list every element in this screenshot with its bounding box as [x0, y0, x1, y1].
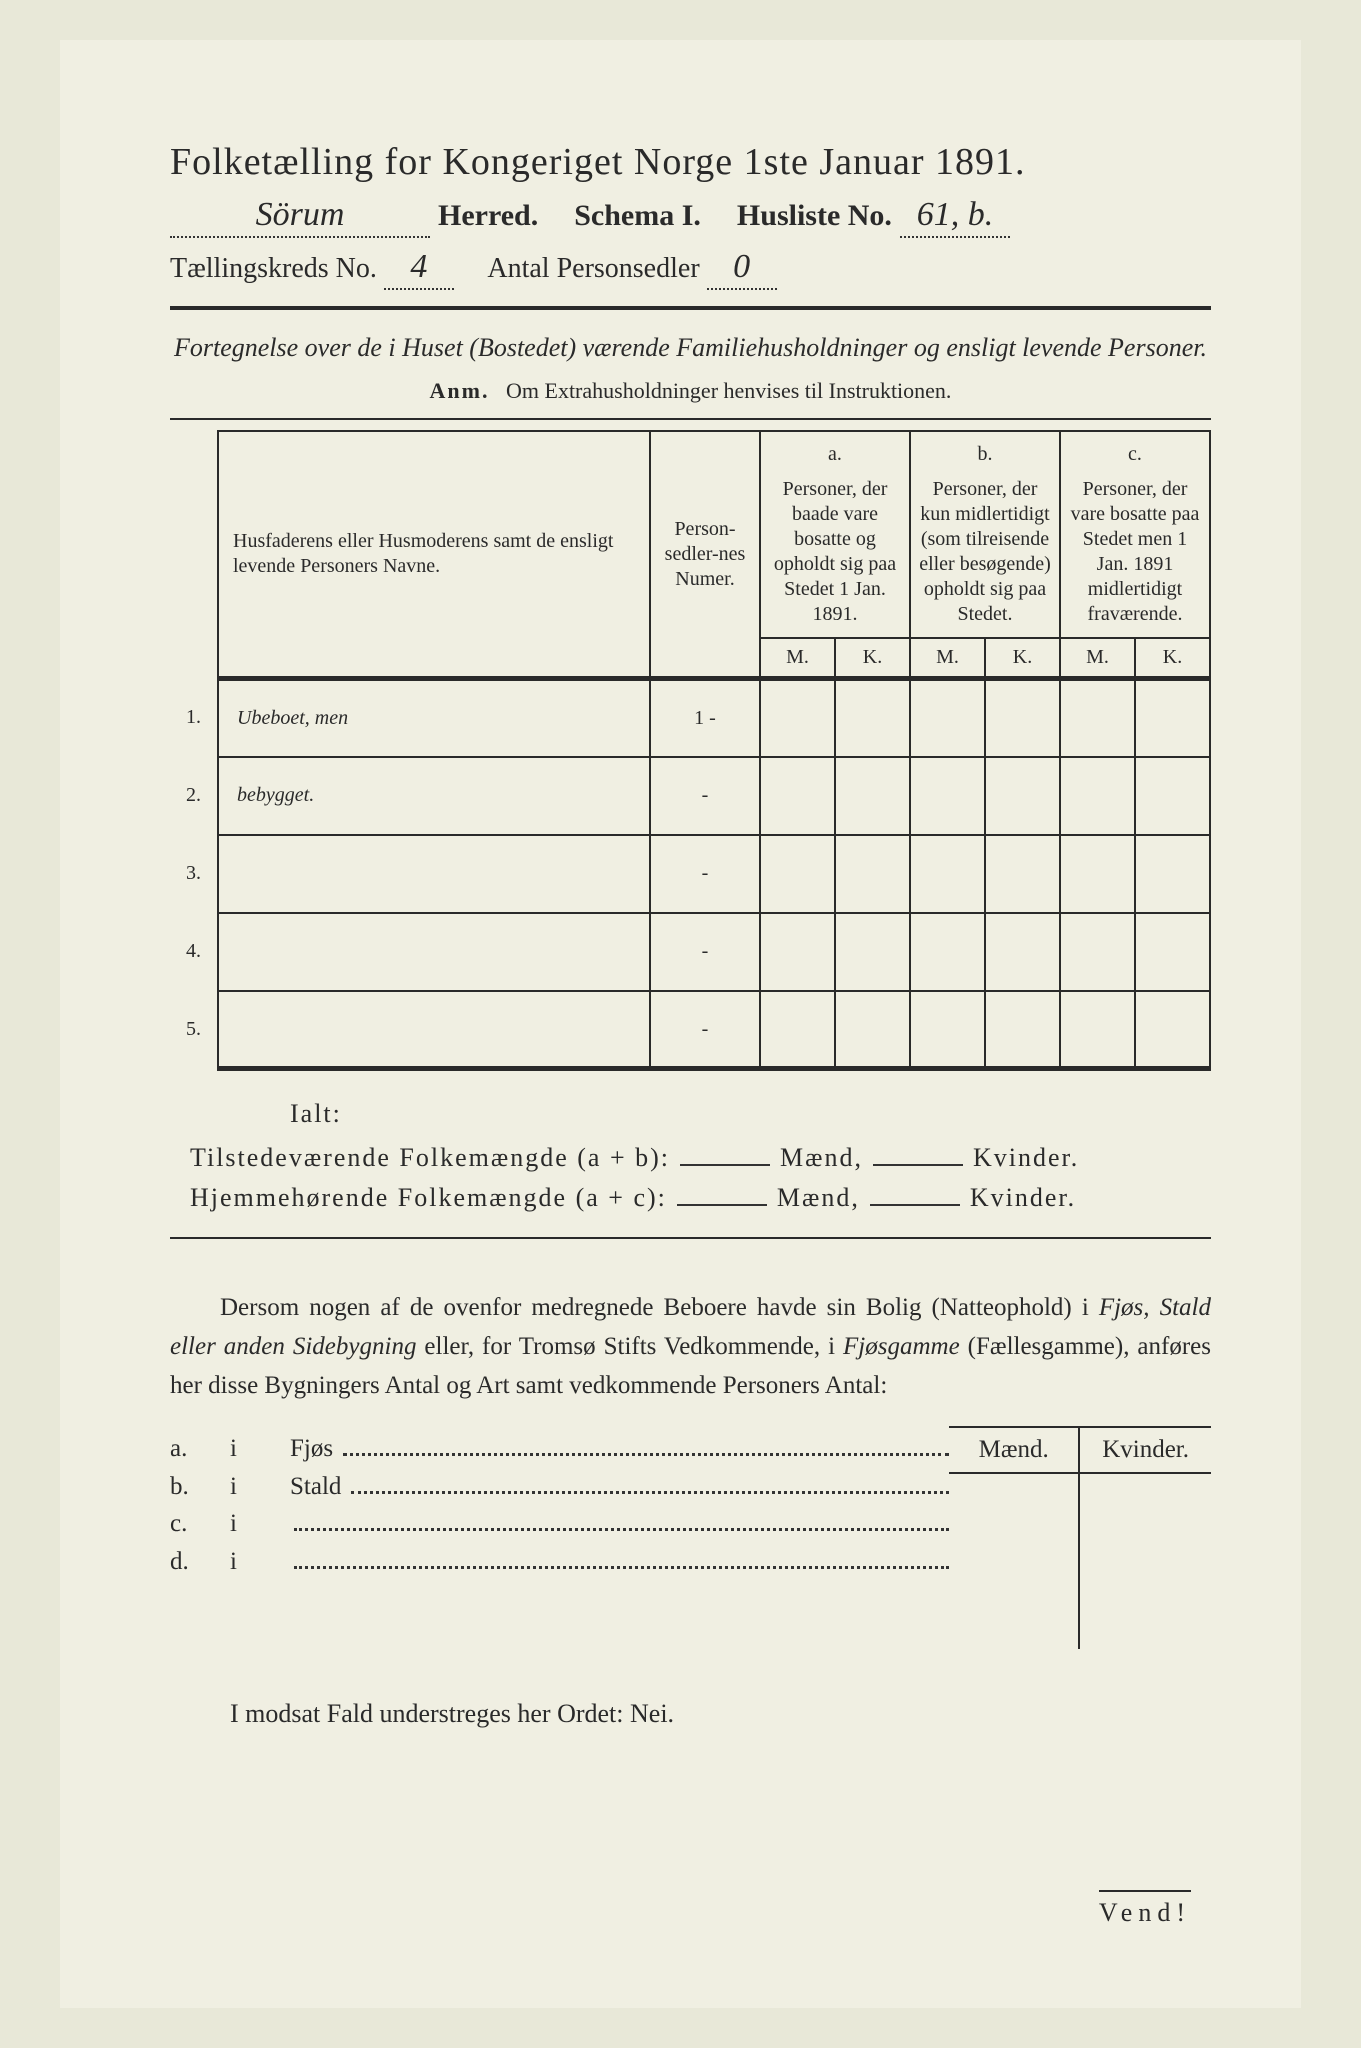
anm-text: Om Extrahusholdninger henvises til Instr… [506, 378, 951, 403]
row-number: 1. [170, 679, 218, 757]
tilstede-label: Tilstedeværende Folkemængde (a + b): [190, 1143, 670, 1173]
hjemme-label: Hjemmehørende Folkemængde (a + c): [190, 1183, 667, 1213]
table-row: 1.Ubeboet, men1 - [170, 679, 1210, 757]
kvinder-label: Kvinder. [970, 1183, 1076, 1213]
dotted-fill [294, 1509, 949, 1532]
ps-cell: - [650, 913, 760, 991]
row-a: a. i Fjøs [170, 1434, 949, 1464]
maend-label: Mænd, [780, 1143, 863, 1173]
husliste-value: 61, b. [900, 196, 1010, 238]
herred-value: Sörum [170, 196, 430, 238]
kvinder-label: Kvinder. [973, 1143, 1079, 1173]
mk-kvinder: Kvinder. [1079, 1427, 1211, 1473]
blank-field [680, 1164, 770, 1166]
tilstede-line: Tilstedeværende Folkemængde (a + b): Mæn… [190, 1143, 1211, 1173]
blank-field [873, 1164, 963, 1166]
mk-table: Mænd. Kvinder. [949, 1426, 1211, 1649]
maend-label: Mænd, [777, 1183, 860, 1213]
row-number: 2. [170, 757, 218, 835]
table-row: 3. - [170, 835, 1210, 913]
table-row: 2.bebygget.- [170, 757, 1210, 835]
modsat-line: I modsat Fald understreges her Ordet: Ne… [230, 1699, 1211, 1729]
divider [170, 1237, 1211, 1239]
row-b: b. i Stald [170, 1471, 949, 1501]
household-table: Husfaderens eller Husmoderens samt de en… [170, 430, 1211, 1071]
row-number: 3. [170, 835, 218, 913]
outbuilding-block: a. i Fjøs b. i Stald c. i d. i [170, 1426, 1211, 1649]
anm-label: Anm. [430, 378, 490, 403]
kreds-label: Tællingskreds No. [170, 253, 377, 284]
schema-label: Schema I. [574, 199, 701, 233]
outbuilding-paragraph: Dersom nogen af de ovenfor medregnede Be… [170, 1289, 1211, 1405]
dotted-fill [343, 1434, 949, 1457]
divider [170, 418, 1211, 420]
kreds-value: 4 [384, 248, 454, 290]
dotted-fill [294, 1546, 949, 1569]
ialt-label: Ialt: [290, 1099, 1211, 1129]
col-ps: Person-sedler-nes Numer. [650, 431, 760, 679]
col-name: Husfaderens eller Husmoderens samt de en… [218, 431, 650, 679]
col-a-k: K. [835, 638, 910, 679]
row-c: c. i [170, 1509, 949, 1539]
anm-line: Anm. Om Extrahusholdninger henvises til … [170, 378, 1211, 404]
dotted-fill [351, 1471, 949, 1494]
table-row: 4. - [170, 913, 1210, 991]
hjemme-line: Hjemmehørende Folkemængde (a + c): Mænd,… [190, 1183, 1211, 1213]
antal-label: Antal Personsedler [487, 253, 699, 284]
col-b: Personer, der kun midlertidigt (som tilr… [910, 467, 1060, 638]
name-cell: bebygget. [218, 757, 650, 835]
col-c-label: c. [1060, 431, 1210, 467]
col-a-label: a. [760, 431, 910, 467]
table-row: 5. - [170, 991, 1210, 1069]
census-form-page: Folketælling for Kongeriget Norge 1ste J… [60, 40, 1301, 2008]
ps-cell: - [650, 991, 760, 1069]
col-b-k: K. [985, 638, 1060, 679]
name-cell [218, 835, 650, 913]
name-cell: Ubeboet, men [218, 679, 650, 757]
blank-field [870, 1204, 960, 1206]
blank-field [677, 1204, 767, 1206]
antal-value: 0 [707, 248, 777, 290]
col-c-k: K. [1135, 638, 1210, 679]
ps-cell: - [650, 835, 760, 913]
col-b-m: M. [910, 638, 985, 679]
ps-cell: - [650, 757, 760, 835]
herred-line: Sörum Herred. Schema I. Husliste No. 61,… [170, 196, 1211, 238]
divider [170, 306, 1211, 310]
row-number: 5. [170, 991, 218, 1069]
col-a-m: M. [760, 638, 835, 679]
husliste-label: Husliste No. [737, 199, 892, 233]
ps-cell: 1 - [650, 679, 760, 757]
col-b-label: b. [910, 431, 1060, 467]
fortegnelse-heading: Fortegnelse over de i Huset (Bostedet) v… [170, 330, 1211, 366]
col-c: Personer, der vare bosatte paa Stedet me… [1060, 467, 1210, 638]
col-c-m: M. [1060, 638, 1135, 679]
herred-label: Herred. [438, 199, 538, 233]
mk-maend: Mænd. [949, 1427, 1079, 1473]
row-d: d. i [170, 1546, 949, 1576]
kreds-line: Tællingskreds No. 4 Antal Personsedler 0 [170, 248, 1211, 290]
name-cell [218, 991, 650, 1069]
name-cell [218, 913, 650, 991]
col-a: Personer, der baade vare bosatte og opho… [760, 467, 910, 638]
row-number: 4. [170, 913, 218, 991]
vend-label: Vend! [1099, 1890, 1191, 1928]
page-title: Folketælling for Kongeriget Norge 1ste J… [170, 140, 1211, 184]
